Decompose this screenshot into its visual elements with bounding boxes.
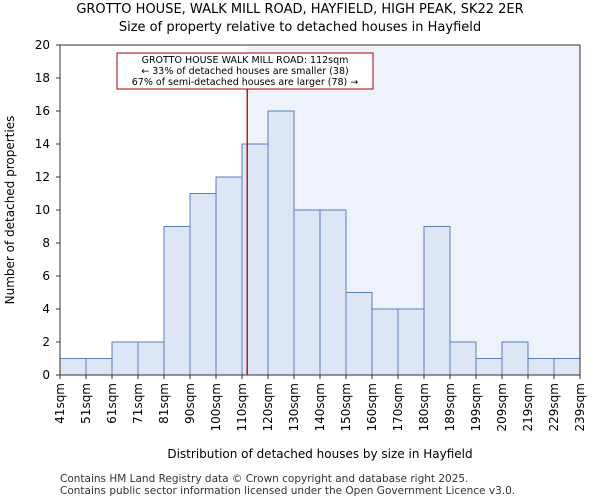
bar-219sqm	[527, 358, 555, 376]
x-tick-label: 180sqm	[417, 383, 431, 431]
x-tick-label: 160sqm	[365, 383, 379, 431]
annotation-box: GROTTO HOUSE WALK MILL ROAD: 112sqm ← 33…	[116, 52, 374, 90]
bar-110sqm	[241, 143, 269, 376]
x-tick-label: 51sqm	[79, 383, 93, 424]
x-axis-label: Distribution of detached houses by size …	[167, 447, 472, 461]
x-tick-label: 189sqm	[443, 383, 457, 431]
footer-line-2: Contains public sector information licen…	[60, 485, 516, 497]
x-tick-label: 170sqm	[391, 383, 405, 431]
x-tick-label: 90sqm	[183, 383, 197, 424]
y-tick-label: 10	[35, 203, 50, 217]
x-tick-label: 41sqm	[53, 383, 67, 424]
bar-189sqm	[449, 341, 477, 376]
bar-90sqm	[189, 193, 217, 376]
bar-209sqm	[501, 341, 529, 376]
bar-120sqm	[267, 110, 295, 376]
bar-41sqm	[59, 358, 87, 376]
annotation-line-3: 67% of semi-detached houses are larger (…	[132, 77, 359, 88]
bar-180sqm	[423, 226, 451, 376]
histogram-chart: 0 2 4 6 8 10 12 14 16 18 20 41sqm 51sqm 61sqm 71sqm 81…	[3, 38, 587, 461]
annotation-line-2: ← 33% of detached houses are smaller (38…	[141, 66, 348, 77]
chart-subtitle: Size of property relative to detached ho…	[118, 20, 482, 35]
chart-title: GROTTO HOUSE, WALK MILL ROAD, HAYFIELD, …	[76, 2, 524, 17]
y-tick-label: 0	[42, 368, 50, 382]
x-tick-label: 140sqm	[313, 383, 327, 431]
x-tick-label: 81sqm	[157, 383, 171, 424]
bar-199sqm	[475, 358, 503, 376]
bar-170sqm	[397, 308, 425, 376]
bar-229sqm	[553, 358, 581, 376]
bar-71sqm	[137, 341, 165, 376]
y-tick-label: 4	[42, 302, 50, 316]
y-axis-label: Number of detached properties	[3, 116, 17, 305]
x-tick-label: 219sqm	[521, 383, 535, 431]
bars-group	[59, 110, 581, 376]
annotation-line-1: GROTTO HOUSE WALK MILL ROAD: 112sqm	[142, 55, 349, 66]
y-tick-label: 8	[42, 236, 50, 250]
x-tick-label: 120sqm	[261, 383, 275, 431]
x-tick-label: 100sqm	[209, 383, 223, 431]
bar-130sqm	[293, 209, 321, 376]
bar-100sqm	[215, 176, 243, 376]
bar-51sqm	[85, 358, 113, 376]
x-tick-label: 239sqm	[573, 383, 587, 431]
bar-81sqm	[163, 226, 191, 376]
y-axis: 0 2 4 6 8 10 12 14 16 18 20	[35, 38, 60, 382]
x-tick-label: 110sqm	[235, 383, 249, 431]
y-tick-label: 12	[35, 170, 50, 184]
x-axis: 41sqm 51sqm 61sqm 71sqm 81sqm 90sqm 100sqm 110s…	[53, 375, 587, 431]
bar-160sqm	[371, 308, 399, 376]
bar-61sqm	[111, 341, 139, 376]
x-tick-label: 199sqm	[469, 383, 483, 431]
x-tick-label: 130sqm	[287, 383, 301, 431]
y-tick-label: 18	[35, 71, 50, 85]
footer-line-1: Contains HM Land Registry data © Crown c…	[60, 473, 469, 485]
y-tick-label: 14	[35, 137, 50, 151]
y-tick-label: 20	[35, 38, 50, 52]
y-tick-label: 6	[42, 269, 50, 283]
y-tick-label: 16	[35, 104, 50, 118]
x-tick-label: 209sqm	[495, 383, 509, 431]
y-tick-label: 2	[42, 335, 50, 349]
x-tick-label: 150sqm	[339, 383, 353, 431]
x-tick-label: 61sqm	[105, 383, 119, 424]
bar-140sqm	[319, 209, 347, 376]
x-tick-label: 229sqm	[547, 383, 561, 431]
x-tick-label: 71sqm	[131, 383, 145, 424]
bar-150sqm	[345, 292, 373, 376]
